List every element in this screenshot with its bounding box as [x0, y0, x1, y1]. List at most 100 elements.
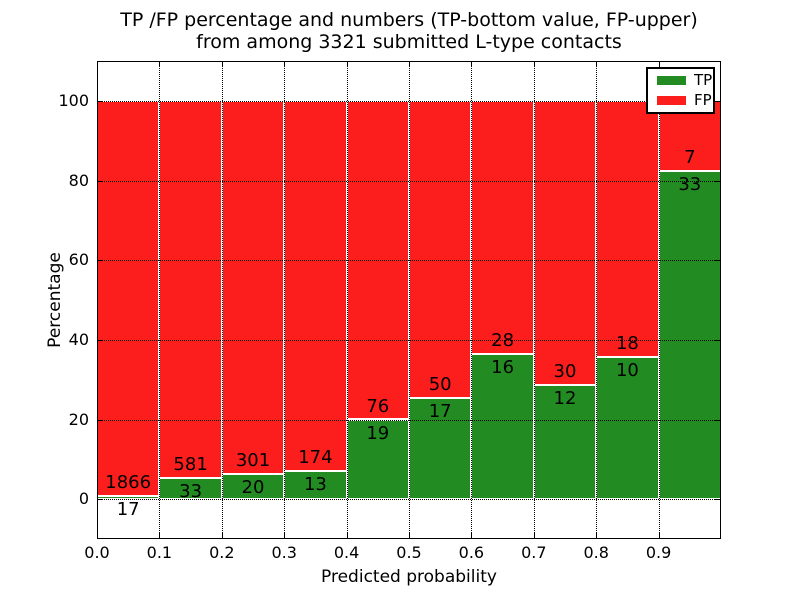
y-tick-label: 0: [78, 489, 89, 509]
y-tick-mark: [97, 419, 103, 421]
legend-label-tp: TP: [694, 70, 713, 89]
bar-fp-segment: [471, 100, 534, 355]
x-tick-mark: [284, 61, 286, 67]
y-tick-label: 80: [68, 170, 89, 190]
x-gridline: [159, 61, 161, 539]
tp-count-label: 12: [553, 388, 577, 410]
x-tick-mark: [159, 61, 161, 67]
tp-count-label: 10: [615, 359, 639, 381]
bar-tp-segment: [471, 354, 534, 500]
chart-title-line2: from among 3321 submitted L-type contact…: [196, 31, 622, 53]
y-tick-mark: [715, 260, 721, 262]
x-tick-mark: [596, 61, 598, 67]
bar-tp-segment: [409, 398, 472, 500]
bar-fp-segment: [159, 100, 222, 478]
fp-count-label: 581: [173, 453, 208, 475]
tp-count-label: 17: [116, 498, 140, 520]
fp-count-label: 30: [553, 361, 577, 383]
fp-count-label: 28: [491, 330, 515, 352]
x-gridline: [221, 61, 223, 539]
y-tick-mark: [715, 419, 721, 421]
plot-area: 1866 17 581 33 301 20 174 13 76 19 50 17 28 16 30 12 18 1…: [97, 61, 721, 539]
x-tick-mark: [97, 61, 98, 67]
y-tick-mark: [97, 339, 103, 341]
x-tick-label: 0.3: [271, 543, 297, 562]
fp-count-label: 1866: [105, 471, 152, 493]
x-tick-label: 0.8: [583, 543, 609, 562]
bar-fp-segment: [97, 100, 160, 496]
x-tick-mark: [533, 61, 535, 67]
bar-fp-segment: [221, 100, 285, 475]
x-tick-label: 0.7: [521, 543, 547, 562]
x-tick-mark: [346, 61, 348, 67]
x-tick-mark: [658, 533, 660, 539]
x-tick-mark: [221, 533, 223, 539]
x-tick-mark: [471, 61, 473, 67]
bar-fp-segment: [284, 100, 347, 472]
x-tick-label: 0.0: [84, 543, 110, 562]
bar-fp-segment: [596, 100, 659, 357]
x-gridline: [658, 61, 660, 539]
y-tick-mark: [715, 339, 721, 341]
y-tick-mark: [97, 180, 103, 182]
x-gridline: [471, 61, 473, 539]
x-tick-mark: [658, 61, 660, 67]
x-tick-label: 0.5: [396, 543, 422, 562]
x-tick-mark: [596, 533, 598, 539]
legend-entry-fp: FP: [657, 93, 713, 108]
x-gridline: [284, 61, 286, 539]
tp-count-label: 20: [241, 477, 265, 499]
bar-tp-segment: [658, 170, 721, 500]
x-tick-mark: [284, 533, 286, 539]
x-axis-label: Predicted probability: [321, 567, 497, 587]
fp-count-label: 50: [428, 374, 452, 396]
y-tick-mark: [715, 499, 721, 501]
x-tick-mark: [471, 533, 473, 539]
y-tick-mark: [715, 180, 721, 182]
x-gridline: [346, 61, 348, 539]
x-tick-mark: [97, 533, 98, 539]
y-tick-mark: [97, 100, 103, 102]
y-tick-mark: [715, 100, 721, 102]
chart-title: TP /FP percentage and numbers (TP-bottom…: [97, 9, 721, 53]
fp-color-swatch: [657, 96, 686, 106]
fp-count-label: 7: [684, 146, 696, 168]
bar-fp-segment: [409, 100, 472, 399]
x-tick-mark: [159, 533, 161, 539]
x-tick-label: 0.9: [645, 543, 672, 562]
tp-count-label: 19: [366, 422, 390, 444]
x-tick-mark: [409, 533, 410, 539]
x-tick-mark: [533, 533, 535, 539]
y-tick-label: 100: [58, 90, 89, 110]
y-tick-label: 60: [68, 250, 89, 270]
legend-label-fp: FP: [694, 91, 712, 110]
x-tick-mark: [346, 533, 348, 539]
fp-count-label: 301: [235, 450, 271, 472]
y-tick-mark: [97, 260, 103, 262]
fp-count-label: 174: [298, 447, 333, 469]
tp-count-label: 33: [179, 480, 203, 502]
x-tick-mark: [221, 61, 223, 67]
fp-count-label: 18: [615, 332, 639, 354]
x-gridline: [409, 61, 410, 539]
y-tick-label: 40: [68, 329, 89, 349]
tp-count-label: 33: [678, 173, 702, 195]
x-tick-label: 0.2: [209, 543, 235, 562]
tp-count-label: 17: [428, 401, 452, 423]
bar-fp-segment: [533, 100, 597, 386]
bar-tp-segment: [284, 471, 347, 500]
bar-tp-segment: [533, 385, 597, 500]
legend-entry-tp: TP: [657, 70, 713, 89]
x-tick-label: 0.4: [333, 543, 360, 562]
x-gridline: [533, 61, 535, 539]
y-tick-mark: [97, 499, 103, 501]
tp-color-swatch: [657, 75, 686, 85]
x-tick-mark: [409, 61, 410, 67]
tp-count-label: 16: [491, 357, 515, 379]
legend: TP FP: [646, 67, 715, 114]
bar-tp-segment: [596, 356, 659, 500]
fp-count-label: 76: [366, 395, 390, 417]
x-tick-label: 0.1: [146, 543, 173, 562]
y-tick-label: 20: [68, 409, 89, 429]
